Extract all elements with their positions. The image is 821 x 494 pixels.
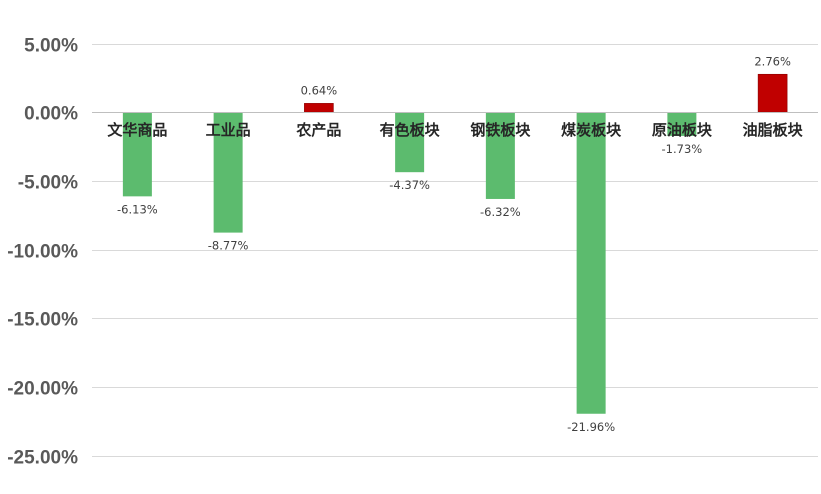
y-axis-tick-labels: 5.00% 0.00% -5.00% -10.00% -15.00% -20.00% -25… [7, 36, 78, 469]
data-label: -21.96% [567, 420, 615, 434]
y-tick-label: -20.00% [7, 379, 78, 400]
y-tick-label: -15.00% [7, 310, 78, 331]
data-label: -6.13% [117, 202, 158, 216]
data-label: -8.77% [208, 239, 249, 253]
data-label: -4.37% [389, 178, 430, 192]
bar [213, 112, 243, 233]
category-label: 工业品 [206, 121, 251, 139]
category-label: 油脂板块 [743, 121, 804, 139]
category-label: 文华商品 [107, 121, 167, 139]
bar [395, 112, 425, 173]
data-label: 0.64% [301, 83, 338, 97]
category-label: 有色板块 [380, 121, 441, 139]
bar [667, 112, 697, 136]
gridlines [92, 44, 818, 457]
y-tick-label: -25.00% [7, 448, 78, 469]
category-label: 农产品 [295, 121, 341, 139]
category-label: 原油板块 [652, 121, 713, 139]
data-label: -1.73% [662, 142, 703, 156]
category-label: 钢铁板块 [470, 121, 531, 139]
category-labels: 文华商品 工业品 农产品 有色板块 钢铁板块 煤炭板块 原油板块 油脂板块 [107, 121, 803, 139]
data-label: -6.32% [480, 205, 521, 219]
bar [485, 112, 515, 199]
y-tick-label: -5.00% [18, 173, 78, 194]
bar [304, 103, 334, 113]
y-tick-label: -10.00% [7, 242, 78, 263]
y-tick-label: 0.00% [24, 104, 78, 125]
y-tick-label: 5.00% [24, 36, 78, 57]
data-labels: -6.13% -8.77% 0.64% -4.37% -6.32% -21.96% -1.7… [117, 54, 791, 433]
bar [576, 112, 606, 414]
bar [757, 73, 788, 113]
category-label: 煤炭板块 [561, 121, 622, 139]
bar [122, 112, 152, 197]
data-label: 2.76% [754, 54, 791, 68]
bars [122, 73, 788, 414]
